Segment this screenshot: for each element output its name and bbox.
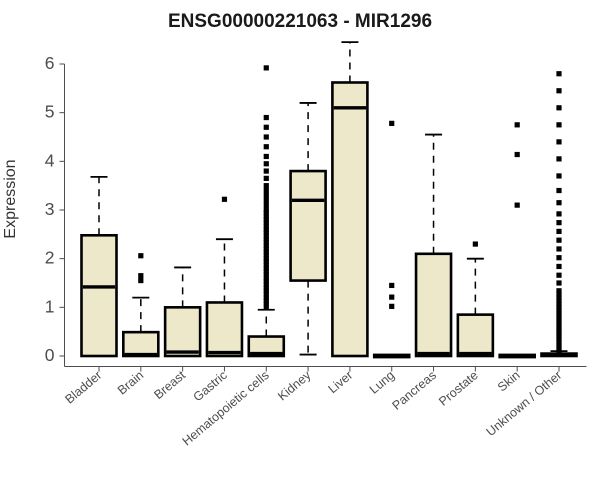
svg-text:ENSG00000221063 - MIR1296: ENSG00000221063 - MIR1296	[168, 11, 432, 32]
svg-text:6: 6	[45, 53, 55, 73]
svg-text:Expression: Expression	[2, 159, 19, 238]
svg-text:1: 1	[45, 296, 55, 316]
svg-text:3: 3	[45, 199, 55, 219]
svg-text:4: 4	[45, 150, 55, 170]
svg-text:0: 0	[45, 345, 55, 365]
svg-text:2: 2	[45, 248, 55, 268]
svg-text:5: 5	[45, 102, 55, 122]
